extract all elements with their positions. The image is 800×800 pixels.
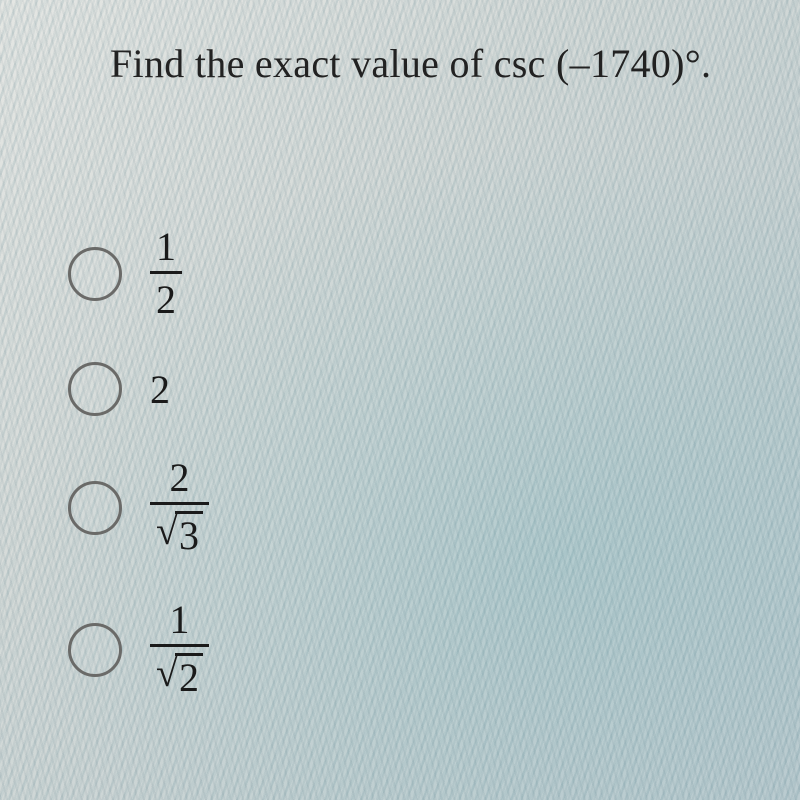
- question-block: Find the exact value of csc (–1740)°. 1 …: [0, 0, 800, 700]
- radio-icon[interactable]: [68, 481, 122, 535]
- question-prefix: Find the exact value of csc (: [110, 41, 570, 86]
- radio-icon[interactable]: [68, 247, 122, 301]
- square-root-icon: √ 2: [156, 653, 203, 700]
- option-4-radicand: 2: [175, 653, 203, 700]
- radio-icon[interactable]: [68, 623, 122, 677]
- radio-icon[interactable]: [68, 362, 122, 416]
- option-3-math: 2 √ 3: [150, 458, 209, 558]
- option-2-math: 2: [150, 366, 170, 413]
- square-root-icon: √ 3: [156, 511, 203, 558]
- option-3-num: 2: [163, 458, 195, 502]
- option-2[interactable]: 2: [68, 362, 760, 416]
- question-text: Find the exact value of csc (–1740)°.: [110, 40, 760, 87]
- option-2-value: 2: [150, 366, 170, 413]
- option-1[interactable]: 1 2: [68, 227, 760, 320]
- options-list: 1 2 2 2 √ 3: [68, 227, 760, 700]
- option-4-math: 1 √ 2: [150, 600, 209, 700]
- option-1-math: 1 2: [150, 227, 182, 320]
- option-1-den: 2: [150, 274, 182, 320]
- option-4[interactable]: 1 √ 2: [68, 600, 760, 700]
- option-4-num: 1: [163, 600, 195, 644]
- question-suffix: )°.: [671, 41, 711, 86]
- option-1-num: 1: [150, 227, 182, 271]
- option-3[interactable]: 2 √ 3: [68, 458, 760, 558]
- question-angle: –1740: [570, 41, 672, 86]
- option-3-radicand: 3: [175, 511, 203, 558]
